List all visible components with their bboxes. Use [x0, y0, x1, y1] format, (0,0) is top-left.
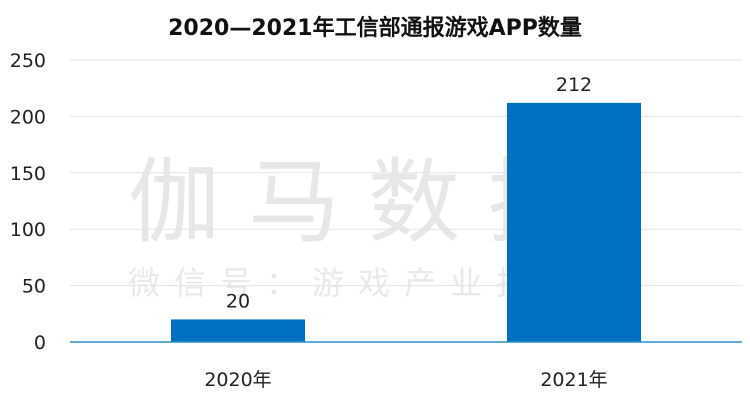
bar [171, 319, 305, 342]
y-tick-label: 0 [34, 332, 46, 354]
x-axis: 2020年 2021年 [70, 341, 742, 391]
data-label: 212 [556, 74, 592, 96]
gridlines [70, 59, 742, 287]
y-tick-label: 100 [10, 219, 46, 241]
bar [507, 102, 641, 342]
y-tick-label: 250 [10, 50, 46, 72]
data-label: 20 [226, 290, 250, 312]
y-axis: 0 50 100 150 200 250 [10, 50, 46, 354]
data-labels: 20 212 [226, 74, 592, 313]
bars [171, 102, 641, 342]
y-tick-label: 150 [10, 163, 46, 185]
x-tick-label: 2021年 [540, 369, 607, 391]
x-tick-label: 2020年 [204, 369, 271, 391]
y-tick-label: 200 [10, 106, 46, 128]
chart-title: 2020—2021年工信部通报游戏APP数量 [168, 16, 582, 41]
y-tick-label: 50 [22, 276, 46, 298]
